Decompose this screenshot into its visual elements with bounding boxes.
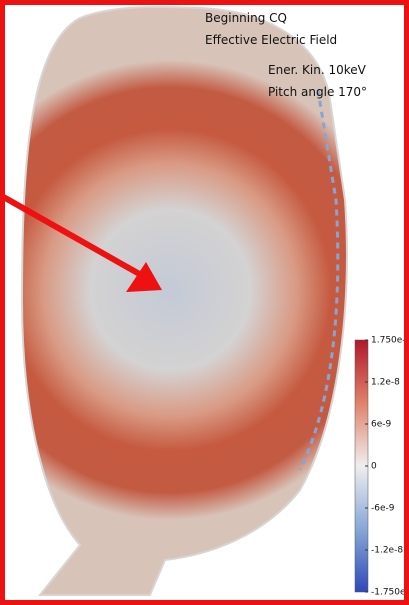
colorbar-label: 6e-9 — [371, 420, 392, 430]
arrow-shaft — [0, 192, 152, 283]
colorbar-label: -6e-9 — [371, 504, 395, 514]
annotation: Ener. Kin. 10keV — [268, 63, 367, 77]
colorbar-labels: 1.750e-08 1.2e-8 6e-9 0 -6e-9 -1.2e-8 -1.750e-… — [365, 336, 409, 598]
annotation: Effective Electric Field — [205, 33, 337, 47]
colorbar-label: -1.750e-08 — [371, 588, 409, 598]
edge-blue-band — [298, 89, 340, 471]
colorbar-label: 0 — [371, 462, 377, 472]
annotation: Pitch angle 170° — [268, 85, 367, 99]
colorbar-label: -1.2e-8 — [371, 546, 403, 556]
colorbar-label: 1.750e-08 — [371, 336, 409, 346]
plasma-cross-section — [20, 6, 348, 596]
annotation: Beginning CQ — [205, 11, 287, 25]
colorbar-label: 1.2e-8 — [371, 378, 400, 388]
arrow-head — [126, 262, 162, 292]
